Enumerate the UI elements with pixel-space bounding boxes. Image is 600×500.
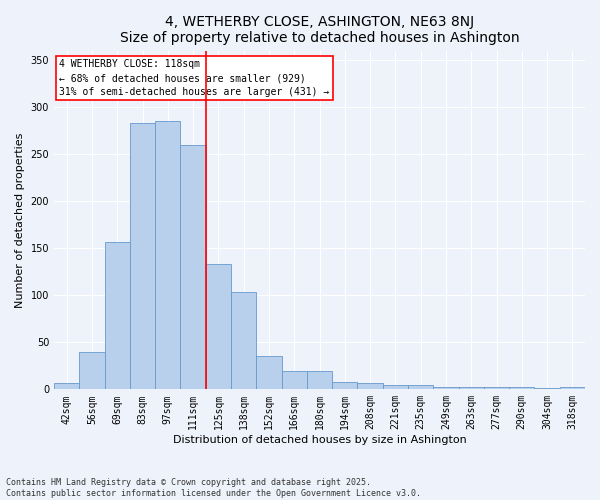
Bar — [155, 121, 181, 390]
Bar — [484, 386, 509, 390]
X-axis label: Distribution of detached houses by size in Ashington: Distribution of detached houses by size … — [173, 435, 466, 445]
Bar — [307, 370, 332, 390]
Bar — [104, 242, 130, 390]
Bar — [358, 382, 383, 390]
Bar — [560, 386, 585, 390]
Bar — [458, 386, 484, 390]
Bar — [383, 384, 408, 390]
Bar — [509, 386, 535, 390]
Text: Contains HM Land Registry data © Crown copyright and database right 2025.
Contai: Contains HM Land Registry data © Crown c… — [6, 478, 421, 498]
Bar — [54, 382, 79, 390]
Bar — [408, 384, 433, 390]
Bar — [535, 388, 560, 390]
Y-axis label: Number of detached properties: Number of detached properties — [15, 132, 25, 308]
Bar — [130, 123, 155, 390]
Bar — [206, 264, 231, 390]
Bar — [332, 382, 358, 390]
Bar — [281, 372, 307, 390]
Bar — [433, 386, 458, 390]
Title: 4, WETHERBY CLOSE, ASHINGTON, NE63 8NJ
Size of property relative to detached hou: 4, WETHERBY CLOSE, ASHINGTON, NE63 8NJ S… — [120, 15, 520, 45]
Bar — [181, 144, 206, 390]
Bar — [231, 292, 256, 390]
Bar — [256, 356, 281, 390]
Text: 4 WETHERBY CLOSE: 118sqm
← 68% of detached houses are smaller (929)
31% of semi-: 4 WETHERBY CLOSE: 118sqm ← 68% of detach… — [59, 59, 329, 97]
Bar — [79, 352, 104, 390]
